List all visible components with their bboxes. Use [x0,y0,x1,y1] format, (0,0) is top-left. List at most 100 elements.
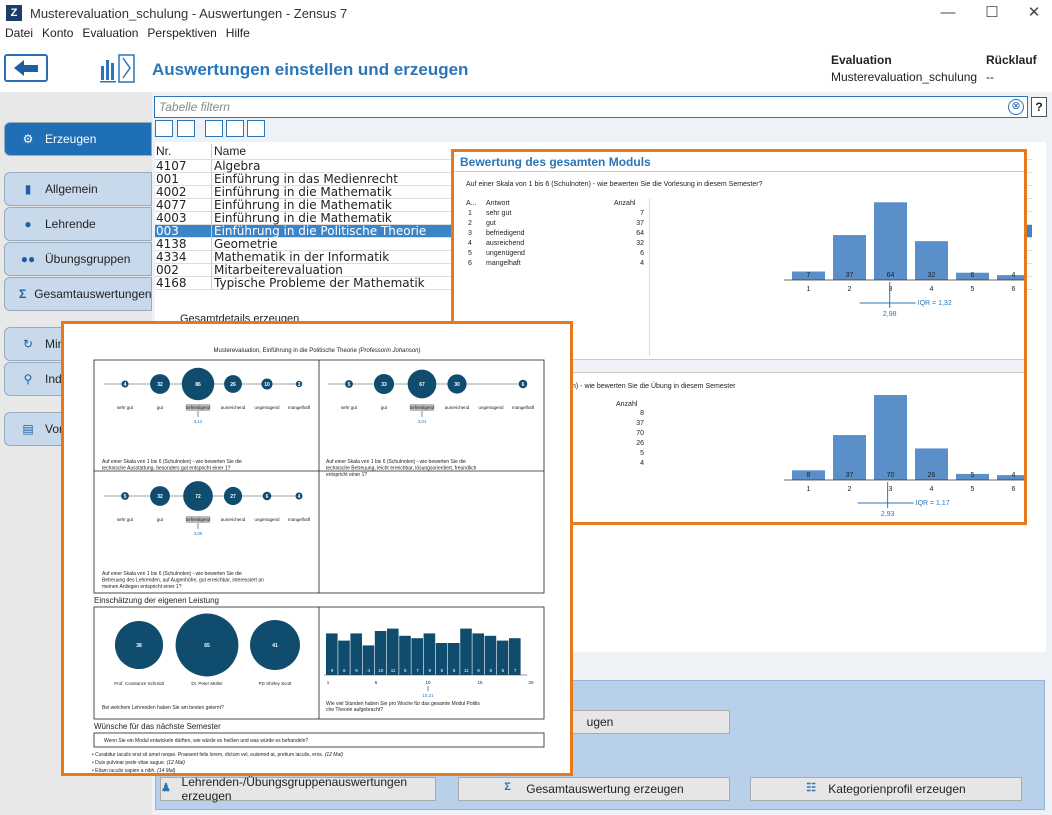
close-button[interactable]: ✕ [1027,4,1041,21]
category-report-icon[interactable] [247,120,265,137]
button-label: Lehrenden-/Übungsgruppenauswertungen erz… [181,775,408,803]
scale-label: ausreichend [221,517,246,522]
sidebar-item-label: Lehrende [45,217,96,231]
tick-label: 1 [807,286,811,293]
bubble [447,374,467,394]
vertical-scrollbar[interactable] [1032,142,1046,652]
tick-label: 1 [327,680,330,685]
menu-datei[interactable]: Datei [5,26,34,40]
menu-hilfe[interactable]: Hilfe [225,26,250,40]
help-button[interactable]: ? [1031,97,1047,117]
sidebar-item-label: Vor [45,422,64,436]
sidebar-item-erzeugen[interactable]: ⚙ Erzeugen [4,122,152,156]
bubble-value: 10 [264,382,270,388]
back-button[interactable] [4,54,48,82]
answer-count: 70 [636,430,644,437]
chart-bar [915,448,948,480]
question-text: Auf einer Skala von 1 bis 6 (Schulnoten)… [102,571,242,577]
preview-title: Bewertung des gesamten Moduls [460,155,651,169]
sidebar-item-lehrende[interactable]: ● Lehrende [4,207,152,241]
hist-bar [362,645,375,675]
chart-bar [915,241,948,280]
sidebar-item-allgemein[interactable]: ▮ Allgemein [4,172,152,206]
bubble [518,379,528,389]
gesamtauswertung-button[interactable]: Σ Gesamtauswertung erzeugen [458,777,730,801]
answer-count: 5 [640,450,644,457]
bubble [223,486,243,506]
answer-count: 26 [636,440,644,447]
hist-bar [399,635,411,675]
filter-input[interactable]: Tabelle filtern [154,96,1028,118]
lecturer-bubble [175,613,239,677]
sidebar-item-uebungsgruppen[interactable]: ●● Übungsgruppen [4,242,152,276]
wish-item: • Etiam iaculis sapien a nibh. (14 Mal) [92,768,176,773]
col-antwort: Antwort [486,200,510,207]
hist-bar [374,631,387,675]
sidebar-item-label: Erzeugen [45,132,97,146]
chart-bar [792,470,825,480]
tick-label: 1 [807,486,811,493]
hist-value: 5 [453,668,456,673]
answer-num: 1 [468,210,472,217]
clear-filter-icon[interactable]: ⊗ [1008,99,1024,115]
menu-perspektiven[interactable]: Perspektiven [147,26,217,40]
bar-value: 64 [887,272,895,279]
maximize-button[interactable]: ☐ [985,4,999,21]
menu-evaluation[interactable]: Evaluation [82,26,139,40]
bubble-value: 86 [195,382,201,388]
search-report-icon[interactable] [155,120,173,137]
question-2: n) - wie bewerten Sie die Übung in diese… [572,383,736,390]
answer-label: mangelhaft [486,260,521,267]
sigma-icon: Σ [504,781,511,793]
sigma-icon: Σ [19,287,27,301]
question-text: Auf einer Skala von 1 bis 6 (Schulnoten)… [326,459,466,465]
cell-name: Geometrie [214,237,278,251]
answer-count: 7 [640,210,644,217]
hist-bar [423,633,436,675]
question-text: technische Betreuung, leicht erreichbar,… [326,466,477,472]
evaluation-value: Musterevaluation_schulung [831,70,978,84]
bubble [407,369,437,399]
question-text: Auf einer Skala von 1 bis 6 (Schulnoten)… [102,459,242,465]
scale-label: ungenügend [254,405,280,410]
chart-bar [874,202,907,280]
tick-label: 6 [1012,286,1016,293]
hist-bar [387,628,399,675]
return-label: Rücklauf [986,53,1037,67]
bar-value: 37 [846,472,854,479]
tick-label: 20 [528,680,534,685]
bar-value: 26 [928,472,936,479]
bubble-value: 6 [522,382,525,388]
section-title: Wünsche für das nächste Semester [94,722,221,731]
refresh-icon: ↻ [22,337,34,351]
bubble [183,481,213,511]
kategorienprofil-button[interactable]: ☷ Kategorienprofil erzeugen [750,777,1022,801]
col-nr[interactable]: Nr. [155,143,212,158]
search-sigma-icon[interactable] [177,120,195,137]
group-report-icon[interactable] [205,120,223,137]
bar-value: 5 [971,472,975,479]
menu-konto[interactable]: Konto [42,26,74,40]
back-arrow-icon [14,60,38,76]
col-anzahl-2: Anzahl [616,401,638,408]
sigma-report-icon[interactable] [226,120,244,137]
answer-count: 4 [640,260,644,267]
chart-report-icon [98,52,138,84]
hist-bar [338,640,350,675]
minimize-button[interactable]: — [940,4,956,21]
bubble-value: 4 [298,494,301,500]
hist-value: 6 [343,668,346,673]
page-title: Auswertungen einstellen und erzeugen [152,60,469,79]
hist-value: 11 [391,668,396,673]
sidebar-item-gesamt[interactable]: Σ Gesamtauswertungen [4,277,152,311]
cell-name: Einführung in das Medienrecht [214,172,398,186]
col-name[interactable]: Name [214,143,247,158]
mean-label: 3,12 [194,419,203,424]
bubble [150,374,170,394]
sidebar-item-label: Ind [45,372,62,386]
answer-count: 4 [640,460,644,467]
hist-bar [460,628,472,675]
answer-label: ausreichend [486,240,525,247]
lehrenden-report-button[interactable]: ♟ Lehrenden-/Übungsgruppenauswertungen er… [160,775,436,803]
bubble-value: 30 [454,382,460,388]
